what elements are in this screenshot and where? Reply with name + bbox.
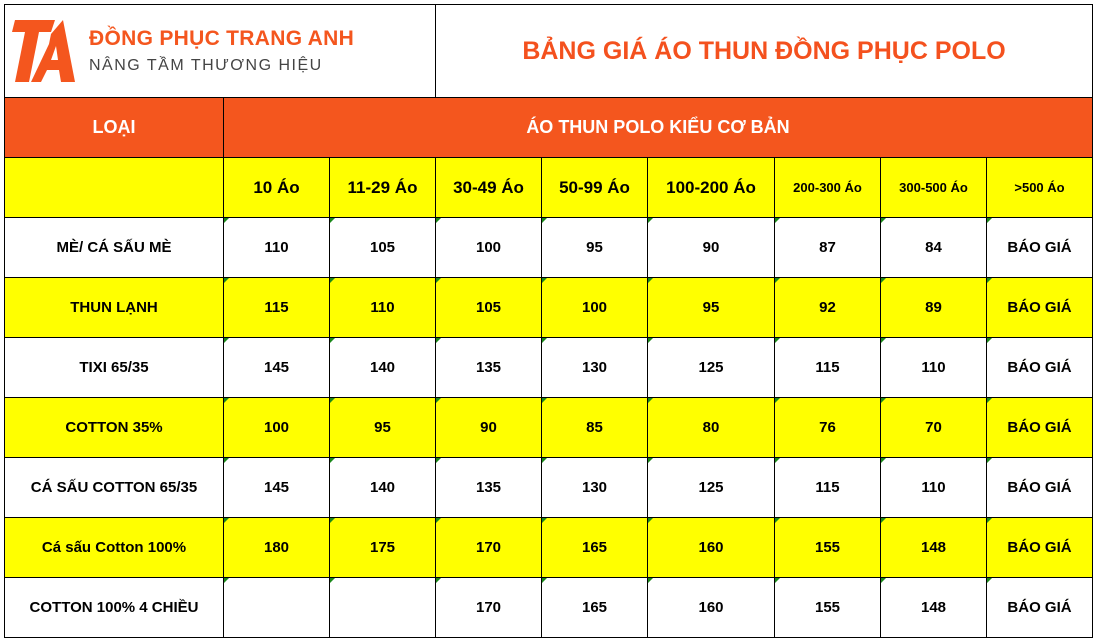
quantity-header: 100-200 Áo	[647, 157, 775, 218]
price-cell: 105	[435, 277, 542, 338]
fabric-name: Cá sấu Cotton 100%	[4, 517, 224, 578]
table-row: MÈ/ CÁ SẤU MÈ 110 105 100 95 90 87 84 BÁO GIÁ	[4, 217, 1093, 278]
price-cell: BÁO GIÁ	[986, 277, 1093, 338]
price-table: ĐỒNG PHỤC TRANG ANH NÂNG TẦM THƯƠNG HIỆU…	[4, 4, 1093, 638]
price-cell: 135	[435, 457, 542, 518]
price-cell: 155	[774, 577, 881, 638]
price-cell: 115	[774, 457, 881, 518]
price-cell: 148	[880, 577, 987, 638]
price-cell: 105	[329, 217, 436, 278]
price-cell: BÁO GIÁ	[986, 517, 1093, 578]
price-cell	[223, 577, 330, 638]
price-cell: 170	[435, 577, 542, 638]
fabric-name: THUN LẠNH	[4, 277, 224, 338]
price-cell: 165	[541, 517, 648, 578]
price-cell: 110	[223, 217, 330, 278]
price-cell: 95	[541, 217, 648, 278]
price-cell: BÁO GIÁ	[986, 337, 1093, 398]
price-cell: 145	[223, 457, 330, 518]
price-cell: 89	[880, 277, 987, 338]
price-cell: 125	[647, 337, 775, 398]
quantity-header: 10 Áo	[223, 157, 330, 218]
price-cell: 145	[223, 337, 330, 398]
price-cell: 100	[435, 217, 542, 278]
price-cell: 175	[329, 517, 436, 578]
price-cell: 110	[880, 337, 987, 398]
price-cell: 100	[223, 397, 330, 458]
quantity-header: 30-49 Áo	[435, 157, 542, 218]
brand-name: ĐỒNG PHỤC TRANG ANH	[89, 27, 355, 50]
table-row: Cá sấu Cotton 100% 180 175 170 165 160 155 148 B…	[4, 517, 1093, 578]
fabric-name: CÁ SẤU COTTON 65/35	[4, 457, 224, 518]
price-cell: 180	[223, 517, 330, 578]
price-cell: 80	[647, 397, 775, 458]
price-cell: 140	[329, 337, 436, 398]
fabric-name: TIXI 65/35	[4, 337, 224, 398]
price-cell: 92	[774, 277, 881, 338]
brand-slogan: NÂNG TẦM THƯƠNG HIỆU	[89, 57, 323, 74]
page-title: BẢNG GIÁ ÁO THUN ĐỒNG PHỤC POLO	[435, 4, 1093, 98]
type-header: LOẠI	[4, 97, 224, 158]
price-cell: BÁO GIÁ	[986, 577, 1093, 638]
price-cell: 130	[541, 457, 648, 518]
price-cell: 70	[880, 397, 987, 458]
price-cell: BÁO GIÁ	[986, 457, 1093, 518]
fabric-name: COTTON 100% 4 CHIỀU	[4, 577, 224, 638]
ta-logo-icon	[12, 20, 75, 82]
empty-header-cell	[4, 157, 224, 218]
price-cell: 110	[329, 277, 436, 338]
price-cell: 130	[541, 337, 648, 398]
price-cell: 140	[329, 457, 436, 518]
price-cell: 110	[880, 457, 987, 518]
price-cell: BÁO GIÁ	[986, 217, 1093, 278]
price-cell: 170	[435, 517, 542, 578]
price-cell: BÁO GIÁ	[986, 397, 1093, 458]
price-cell: 95	[329, 397, 436, 458]
table-row: COTTON 100% 4 CHIỀU 170 165 160 155 148 BÁO GI…	[4, 577, 1093, 638]
price-cell: 115	[774, 337, 881, 398]
fabric-name: MÈ/ CÁ SẤU MÈ	[4, 217, 224, 278]
quantity-header: >500 Áo	[986, 157, 1093, 218]
quantity-header: 50-99 Áo	[541, 157, 648, 218]
price-cell: 160	[647, 577, 775, 638]
price-cell: 100	[541, 277, 648, 338]
price-table-container: ĐỒNG PHỤC TRANG ANH NÂNG TẦM THƯƠNG HIỆU…	[4, 4, 1093, 638]
price-cell: 95	[647, 277, 775, 338]
price-cell: 85	[541, 397, 648, 458]
quantity-header: 300-500 Áo	[880, 157, 987, 218]
price-cell: 135	[435, 337, 542, 398]
price-cell: 76	[774, 397, 881, 458]
price-cell: 87	[774, 217, 881, 278]
price-cell	[329, 577, 436, 638]
table-row: CÁ SẤU COTTON 65/35 145 140 135 130 125 115 110…	[4, 457, 1093, 518]
quantity-header: 11-29 Áo	[329, 157, 436, 218]
table-row: COTTON 35% 100 95 90 85 80 76 70 BÁO GIÁ	[4, 397, 1093, 458]
quantity-header: 200-300 Áo	[774, 157, 881, 218]
fabric-name: COTTON 35%	[4, 397, 224, 458]
logo-cell: ĐỒNG PHỤC TRANG ANH NÂNG TẦM THƯƠNG HIỆU	[4, 4, 436, 98]
table-row: THUN LẠNH 115 110 105 100 95 92 89 BÁO GIÁ	[4, 277, 1093, 338]
price-cell: 155	[774, 517, 881, 578]
price-cell: 125	[647, 457, 775, 518]
price-cell: 90	[435, 397, 542, 458]
price-cell: 84	[880, 217, 987, 278]
price-cell: 148	[880, 517, 987, 578]
price-cell: 90	[647, 217, 775, 278]
group-header: ÁO THUN POLO KIỂU CƠ BẢN	[223, 97, 1093, 158]
table-row: TIXI 65/35 145 140 135 130 125 115 110 BÁO GIÁ	[4, 337, 1093, 398]
price-cell: 160	[647, 517, 775, 578]
price-cell: 115	[223, 277, 330, 338]
logo: ĐỒNG PHỤC TRANG ANH NÂNG TẦM THƯƠNG HIỆU	[5, 16, 435, 86]
price-cell: 165	[541, 577, 648, 638]
